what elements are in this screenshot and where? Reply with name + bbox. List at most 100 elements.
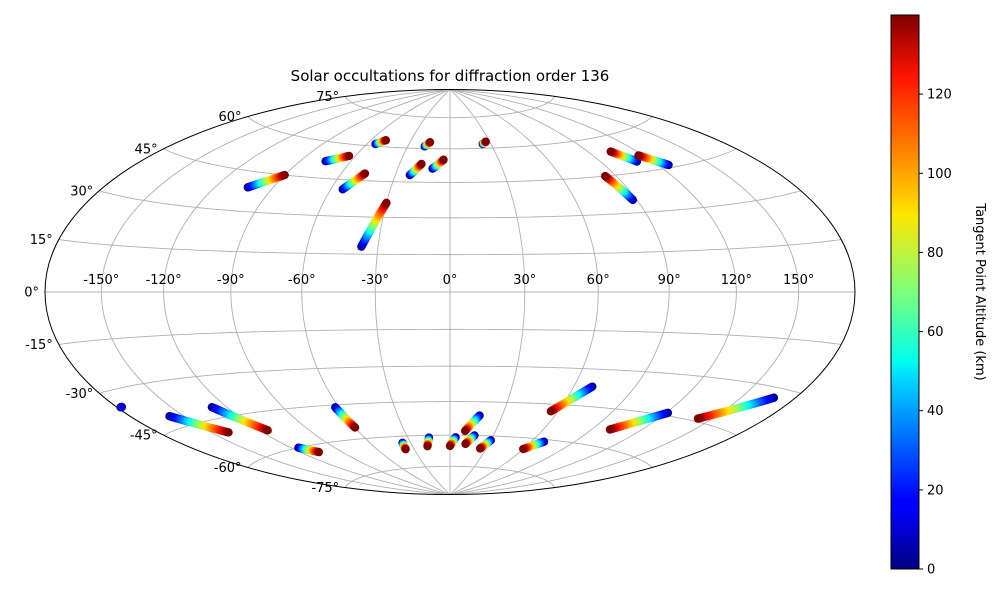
colorbar-tick-label: 120 xyxy=(927,88,952,103)
latitude-tick-label: 0° xyxy=(24,286,39,301)
occultation-track xyxy=(606,147,642,166)
latitude-tick-label: 15° xyxy=(30,233,53,248)
occultation-track xyxy=(243,170,289,192)
data-point xyxy=(344,151,354,161)
data-point xyxy=(280,170,289,180)
colorbar-tick-label: 80 xyxy=(927,246,944,261)
longitude-tick-label: 120° xyxy=(721,273,752,288)
data-point xyxy=(263,426,272,435)
longitude-tick-label: 0° xyxy=(443,273,458,288)
longitude-tick-labels: -150° -120° -90° -60° -30° 0° 30° 60° 90° 120° 150… xyxy=(83,273,814,288)
data-point xyxy=(693,414,703,423)
data-point xyxy=(314,447,324,457)
occultation-track xyxy=(478,137,490,149)
data-point xyxy=(224,428,233,437)
data-point xyxy=(350,423,360,432)
latitude-tick-label: -30° xyxy=(66,387,94,402)
occultation-track xyxy=(321,151,354,166)
occultation-track xyxy=(423,433,434,451)
parallel-line xyxy=(99,190,801,219)
data-point xyxy=(475,444,485,453)
data-point xyxy=(382,198,391,208)
parallel-line xyxy=(58,328,842,345)
data-point xyxy=(519,444,528,454)
longitude-tick-label: -60° xyxy=(288,273,316,288)
parallel-line xyxy=(344,465,556,488)
occultation-track xyxy=(420,137,435,151)
data-point xyxy=(401,444,410,454)
longitude-tick-label: -120° xyxy=(146,273,182,288)
colorbar-label: Tangent Point Altitude (km) xyxy=(972,202,987,380)
data-point xyxy=(460,426,470,436)
map-grid xyxy=(45,89,855,495)
latitude-tick-label: 60° xyxy=(218,110,241,125)
parallel-line xyxy=(99,365,801,394)
latitude-tick-label: 45° xyxy=(135,142,158,157)
longitude-tick-label: -30° xyxy=(361,273,389,288)
data-point xyxy=(423,441,432,451)
occultation-track xyxy=(693,393,779,423)
data-point xyxy=(600,171,610,181)
data-point xyxy=(461,439,470,449)
parallel-line xyxy=(344,96,556,119)
occultation-track xyxy=(165,412,233,437)
latitude-tick-labels: 75° 60° 45° 30° 15° 0° -15° -30° -45° -60° -75° xyxy=(24,90,339,496)
colorbar: 0 20 40 60 80 100 120 Tangent Point Altitude (… xyxy=(890,14,987,578)
data-point xyxy=(439,155,448,164)
data-point xyxy=(634,151,643,160)
chart-title: Solar occultations for diffraction order… xyxy=(291,67,610,85)
data-point xyxy=(425,137,435,147)
occultation-track xyxy=(116,402,127,412)
occultation-track xyxy=(428,155,448,173)
occultation-track xyxy=(445,433,460,451)
longitude-tick-label: -150° xyxy=(83,273,119,288)
occultation-track xyxy=(398,438,410,454)
occultation-track xyxy=(634,151,673,170)
data-point xyxy=(445,441,455,451)
occultation-track xyxy=(357,198,391,251)
data-point xyxy=(360,169,370,178)
data-point xyxy=(117,402,127,412)
occultation-track xyxy=(331,403,360,432)
parallel-line xyxy=(163,148,737,183)
colorbar-tick-label: 100 xyxy=(927,167,952,182)
occultation-track xyxy=(600,171,638,205)
longitude-tick-label: 90° xyxy=(658,273,681,288)
latitude-tick-label: -45° xyxy=(130,429,158,444)
colorbar-tick-label: 60 xyxy=(927,325,944,340)
data-point xyxy=(481,137,490,146)
occultation-track xyxy=(461,431,479,449)
latitude-tick-label: -75° xyxy=(311,481,339,496)
colorbar-ticks: 0 20 40 60 80 100 120 xyxy=(919,88,952,578)
occultation-track xyxy=(546,382,597,416)
colorbar-tick-label: 40 xyxy=(927,404,944,419)
parallel-line xyxy=(58,239,842,256)
colorbar-tick-label: 0 xyxy=(927,563,935,578)
occultation-track xyxy=(605,408,673,434)
latitude-tick-label: -15° xyxy=(25,338,53,353)
data-point xyxy=(417,159,426,169)
longitude-tick-label: 60° xyxy=(587,273,610,288)
colorbar-tick-label: 20 xyxy=(927,483,944,498)
data-point xyxy=(605,425,615,434)
longitude-tick-label: -90° xyxy=(217,273,245,288)
occultation-track xyxy=(475,436,496,453)
parallel-line xyxy=(247,434,653,468)
data-point xyxy=(606,147,615,156)
data-point xyxy=(381,136,391,145)
latitude-tick-label: -60° xyxy=(214,461,242,476)
occultation-track xyxy=(207,402,272,435)
occultation-track xyxy=(338,169,370,194)
occultation-track xyxy=(294,443,324,457)
data-point xyxy=(546,407,556,416)
occultation-track xyxy=(460,411,484,436)
parallel-line xyxy=(247,116,653,150)
latitude-tick-label: 75° xyxy=(316,90,339,105)
occultation-track xyxy=(371,136,391,149)
occultation-track xyxy=(519,437,549,454)
map-boundary xyxy=(44,89,856,495)
longitude-tick-label: 150° xyxy=(783,273,814,288)
occultation-track xyxy=(405,159,426,180)
colorbar-gradient xyxy=(890,14,920,570)
